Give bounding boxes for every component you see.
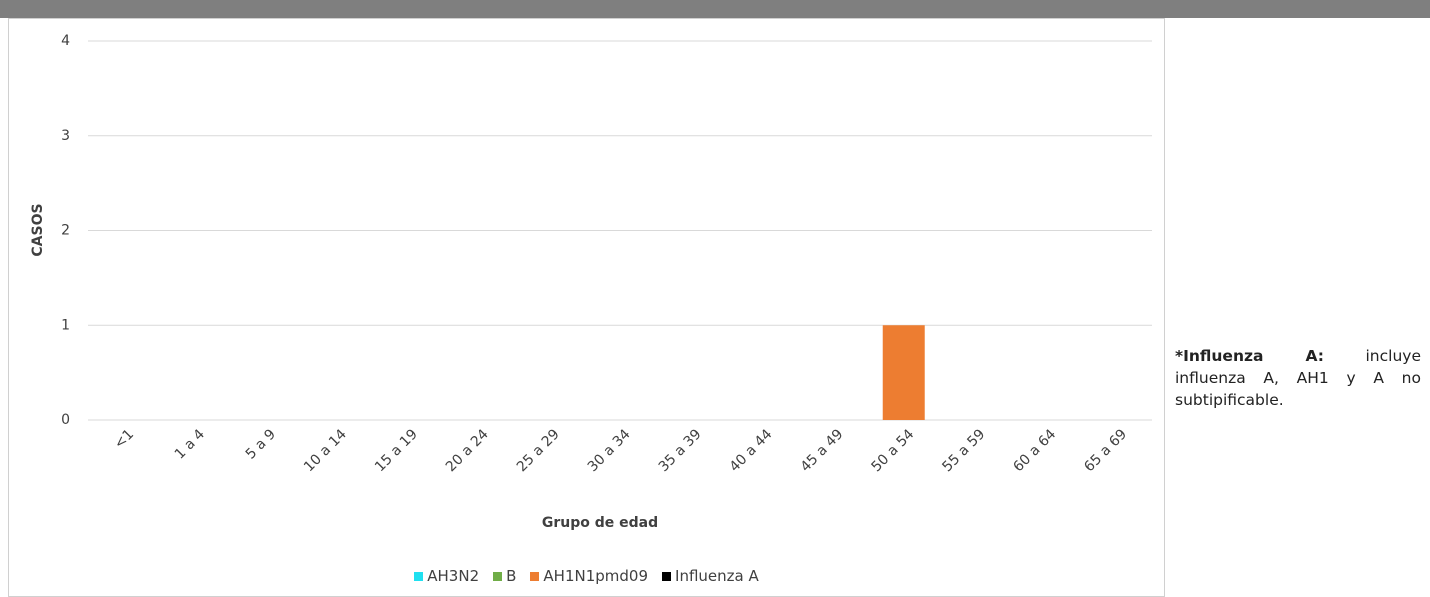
- x-tick-label: 55 a 59: [939, 426, 988, 475]
- x-tick-label: 5 a 9: [243, 426, 279, 462]
- x-tick-label: 15 a 19: [372, 426, 421, 475]
- x-tick-label: 1 a 4: [172, 426, 208, 462]
- legend-label: AH1N1pmd09: [543, 567, 649, 585]
- x-tick-label: 60 a 64: [1010, 426, 1059, 475]
- x-tick-label: 25 a 29: [514, 426, 563, 475]
- y-tick-label: 0: [61, 412, 70, 428]
- x-tick-label: 30 a 34: [585, 426, 634, 475]
- legend-swatch: [493, 572, 503, 581]
- legend-item: AH3N2: [414, 567, 479, 585]
- legend-label: AH3N2: [427, 567, 480, 585]
- x-tick-label: 20 a 24: [443, 426, 492, 475]
- x-tick-label: 45 a 49: [798, 426, 847, 475]
- y-tick-label: 3: [61, 128, 70, 144]
- y-tick-label: 4: [61, 33, 70, 49]
- y-tick-label: 2: [61, 223, 70, 239]
- legend-item: B: [493, 567, 516, 585]
- x-tick-label: 10 a 14: [301, 426, 350, 475]
- legend-label: B: [506, 567, 517, 585]
- legend-item: Influenza A: [662, 567, 759, 585]
- legend: AH3N2 B AH1N1pmd09 Influenza A: [8, 567, 1165, 585]
- x-tick-label: 40 a 44: [727, 426, 776, 475]
- note-text: incluye influenza A, AH1 y A no subtipif…: [1175, 347, 1421, 409]
- legend-label: Influenza A: [675, 567, 759, 585]
- x-tick-label: 35 a 39: [656, 426, 705, 475]
- x-tick-label: <1: [111, 426, 137, 452]
- note-label: *Influenza A:: [1175, 347, 1324, 365]
- header-bar: [0, 0, 1430, 18]
- y-axis-title: CASOS: [30, 203, 46, 256]
- note: *Influenza A: incluye influenza A, AH1 y…: [1175, 345, 1421, 411]
- x-axis-title: Grupo de edad: [542, 515, 658, 531]
- legend-swatch: [662, 572, 672, 581]
- legend-swatch: [530, 572, 540, 581]
- x-tick-label: 65 a 69: [1081, 426, 1130, 475]
- bar: [882, 325, 925, 420]
- x-tick-label: 50 a 54: [869, 426, 918, 475]
- legend-item: AH1N1pmd09: [530, 567, 648, 585]
- y-tick-label: 1: [61, 317, 70, 333]
- legend-swatch: [414, 572, 424, 581]
